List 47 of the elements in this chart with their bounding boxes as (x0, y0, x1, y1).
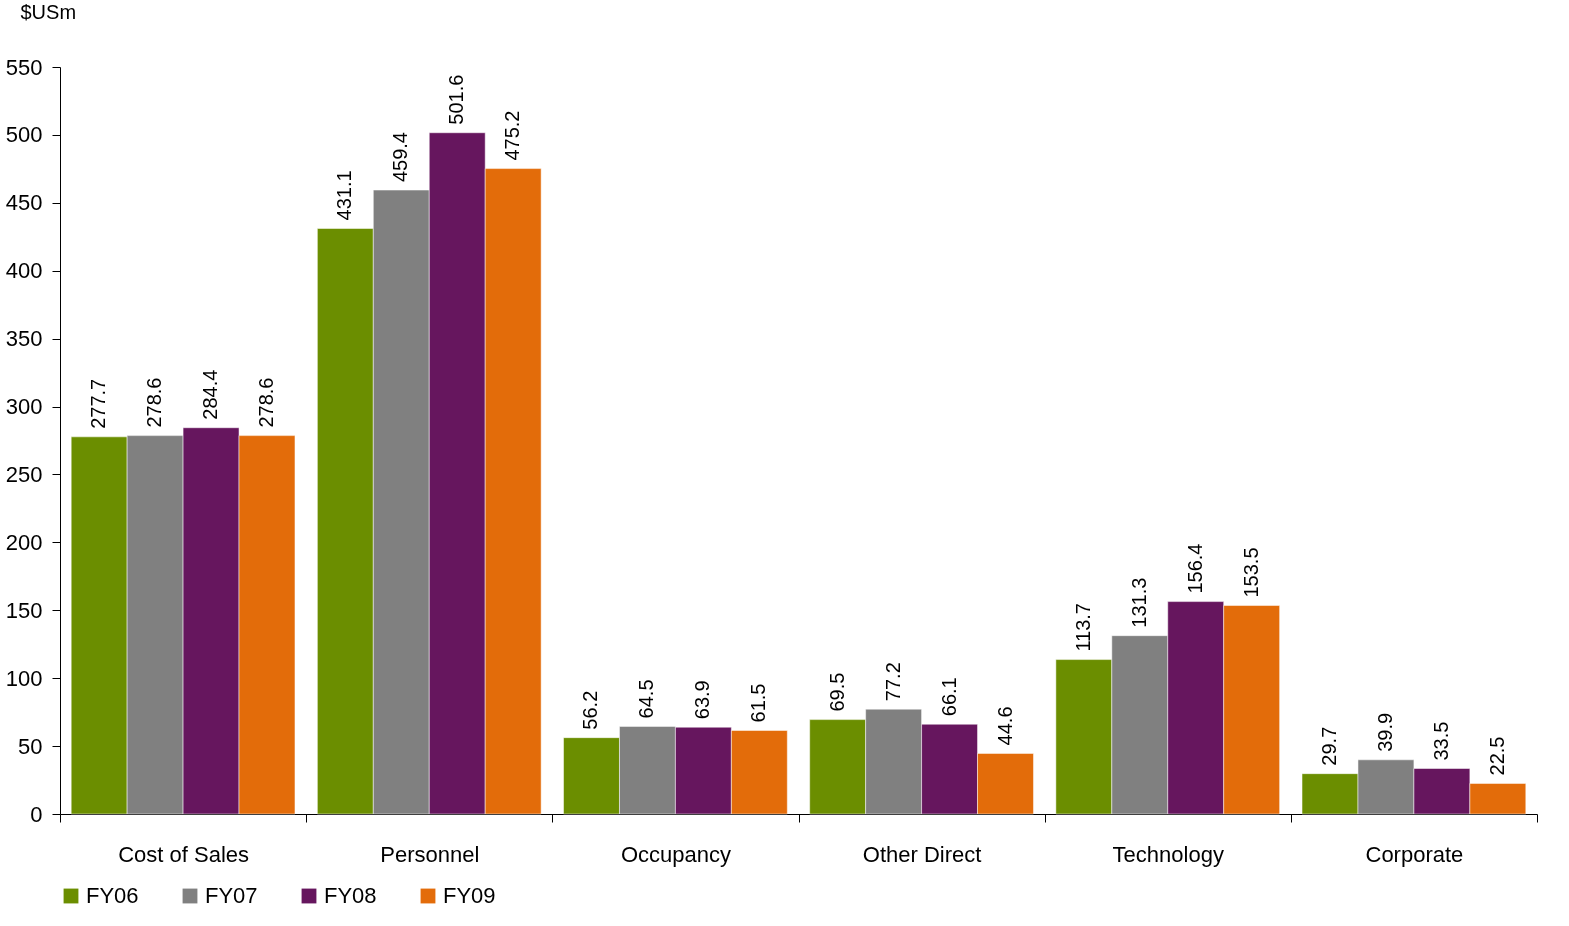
y-tick-label: 150 (5, 597, 43, 623)
data-label: 431.1 (333, 170, 356, 221)
data-label: 501.6 (445, 74, 468, 125)
legend-label: FY09 (443, 883, 496, 908)
data-label: 69.5 (825, 672, 848, 712)
data-label: 39.9 (1373, 712, 1396, 752)
y-tick-label: 500 (5, 122, 43, 148)
y-tick-label: 350 (5, 326, 43, 352)
data-label: 44.6 (993, 706, 1016, 746)
legend-label: FY06 (86, 883, 139, 908)
y-tick-label: 100 (5, 665, 43, 691)
legend-label: FY07 (205, 883, 258, 908)
data-label: 29.7 (1318, 726, 1340, 766)
data-label: 475.2 (501, 110, 524, 161)
data-label: 113.7 (1071, 603, 1094, 652)
y-tick-label: 450 (5, 190, 43, 216)
data-label: 284.4 (199, 369, 222, 420)
x-tick-label: Technology (1112, 841, 1224, 867)
y-tick-label: 400 (5, 258, 43, 284)
data-label: 277.7 (87, 378, 110, 429)
data-label: 153.5 (1239, 547, 1262, 598)
x-tick-label: Corporate (1365, 841, 1464, 867)
data-label: 56.2 (579, 690, 602, 730)
y-tick-label: 300 (5, 394, 43, 420)
x-tick-label: Occupancy (620, 841, 731, 867)
data-label: 33.5 (1429, 721, 1452, 761)
y-tick-label: 550 (5, 54, 43, 80)
data-label: 278.6 (143, 377, 166, 428)
y-axis-title: $USm (20, 0, 77, 23)
x-tick-label: Cost of Sales (118, 841, 250, 867)
data-label: 66.1 (937, 677, 960, 717)
y-tick-label: 0 (30, 801, 43, 827)
x-tick-label: Personnel (380, 841, 480, 867)
data-label: 156.4 (1183, 543, 1206, 594)
x-tick-label: Other Direct (862, 841, 982, 867)
data-label: 63.9 (691, 680, 714, 720)
data-label: 22.5 (1485, 736, 1508, 776)
legend-label: FY08 (324, 883, 377, 908)
y-tick-label: 250 (5, 461, 43, 487)
y-tick-label: 50 (18, 733, 43, 759)
data-label: 64.5 (635, 679, 658, 719)
data-label: 131.3 (1127, 577, 1150, 628)
data-label: 459.4 (389, 131, 412, 183)
y-tick-label: 200 (5, 529, 43, 555)
data-label: 77.2 (881, 662, 904, 702)
data-label: 61.5 (747, 683, 770, 723)
data-label: 278.6 (255, 377, 277, 428)
